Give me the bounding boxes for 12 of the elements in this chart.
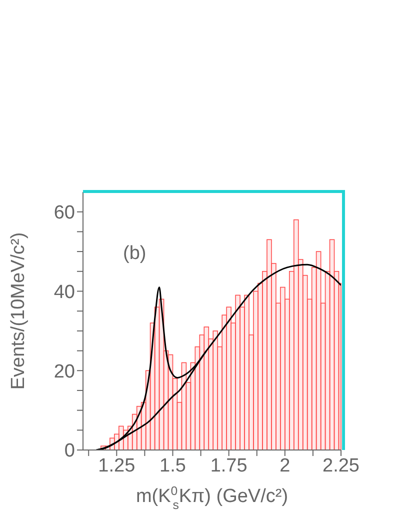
y-axis-title: Events/(10MeV/c²) xyxy=(8,232,29,390)
x-tick-label: 1.5 xyxy=(160,455,186,476)
x-axis-title: m(K$^{0}$$_{s}$Kπ) (GeV/c²) xyxy=(136,484,288,512)
y-tick-label: 20 xyxy=(54,361,75,382)
x-tick-label: 1.75 xyxy=(210,455,248,476)
x-tick-label: 1.25 xyxy=(98,455,136,476)
annotation: (b) xyxy=(123,243,146,265)
y-tick-label: 0 xyxy=(64,440,75,462)
x-tick-label: 2 xyxy=(280,455,290,476)
y-tick-label: 60 xyxy=(54,202,75,224)
x-tick-label: 2.25 xyxy=(322,455,360,476)
y-tick-label: 40 xyxy=(54,282,75,303)
